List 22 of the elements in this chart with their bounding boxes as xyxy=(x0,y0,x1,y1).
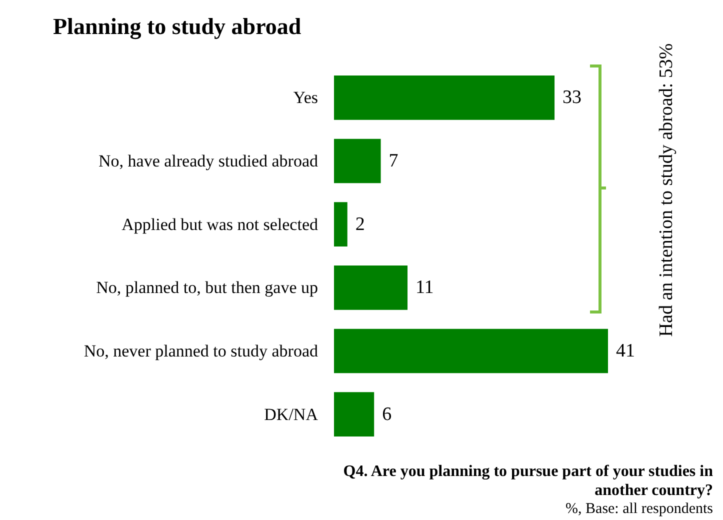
y-tick-label: Yes xyxy=(293,88,318,108)
bar xyxy=(334,76,555,120)
data-label: 41 xyxy=(616,340,635,362)
text: %, Base: all respondents xyxy=(566,501,713,518)
data-label: 6 xyxy=(382,404,392,425)
text: Had an intention to study abroad: 53% xyxy=(656,43,678,337)
y-tick-label: DK/NA xyxy=(264,404,319,424)
bar xyxy=(334,328,608,374)
data-label: 33 xyxy=(562,87,582,108)
chart-title: Planning to study abroad xyxy=(53,14,302,40)
data-label: 11 xyxy=(416,277,434,298)
y-tick-label: No, never planned to study abroad xyxy=(84,342,318,360)
text: Q4. Are you planning to pursue part of your studies in another country? xyxy=(342,462,713,500)
bar xyxy=(334,138,381,184)
bar xyxy=(334,202,348,246)
y-tick-label: No, planned to, but then gave up xyxy=(96,278,318,298)
data-label: 2 xyxy=(355,214,365,235)
data-label: 7 xyxy=(388,150,398,172)
bar xyxy=(334,266,408,310)
y-tick-label: No, have already studied abroad xyxy=(98,152,318,170)
bar xyxy=(334,392,374,436)
y-tick-label: Applied but was not selected xyxy=(122,214,318,234)
